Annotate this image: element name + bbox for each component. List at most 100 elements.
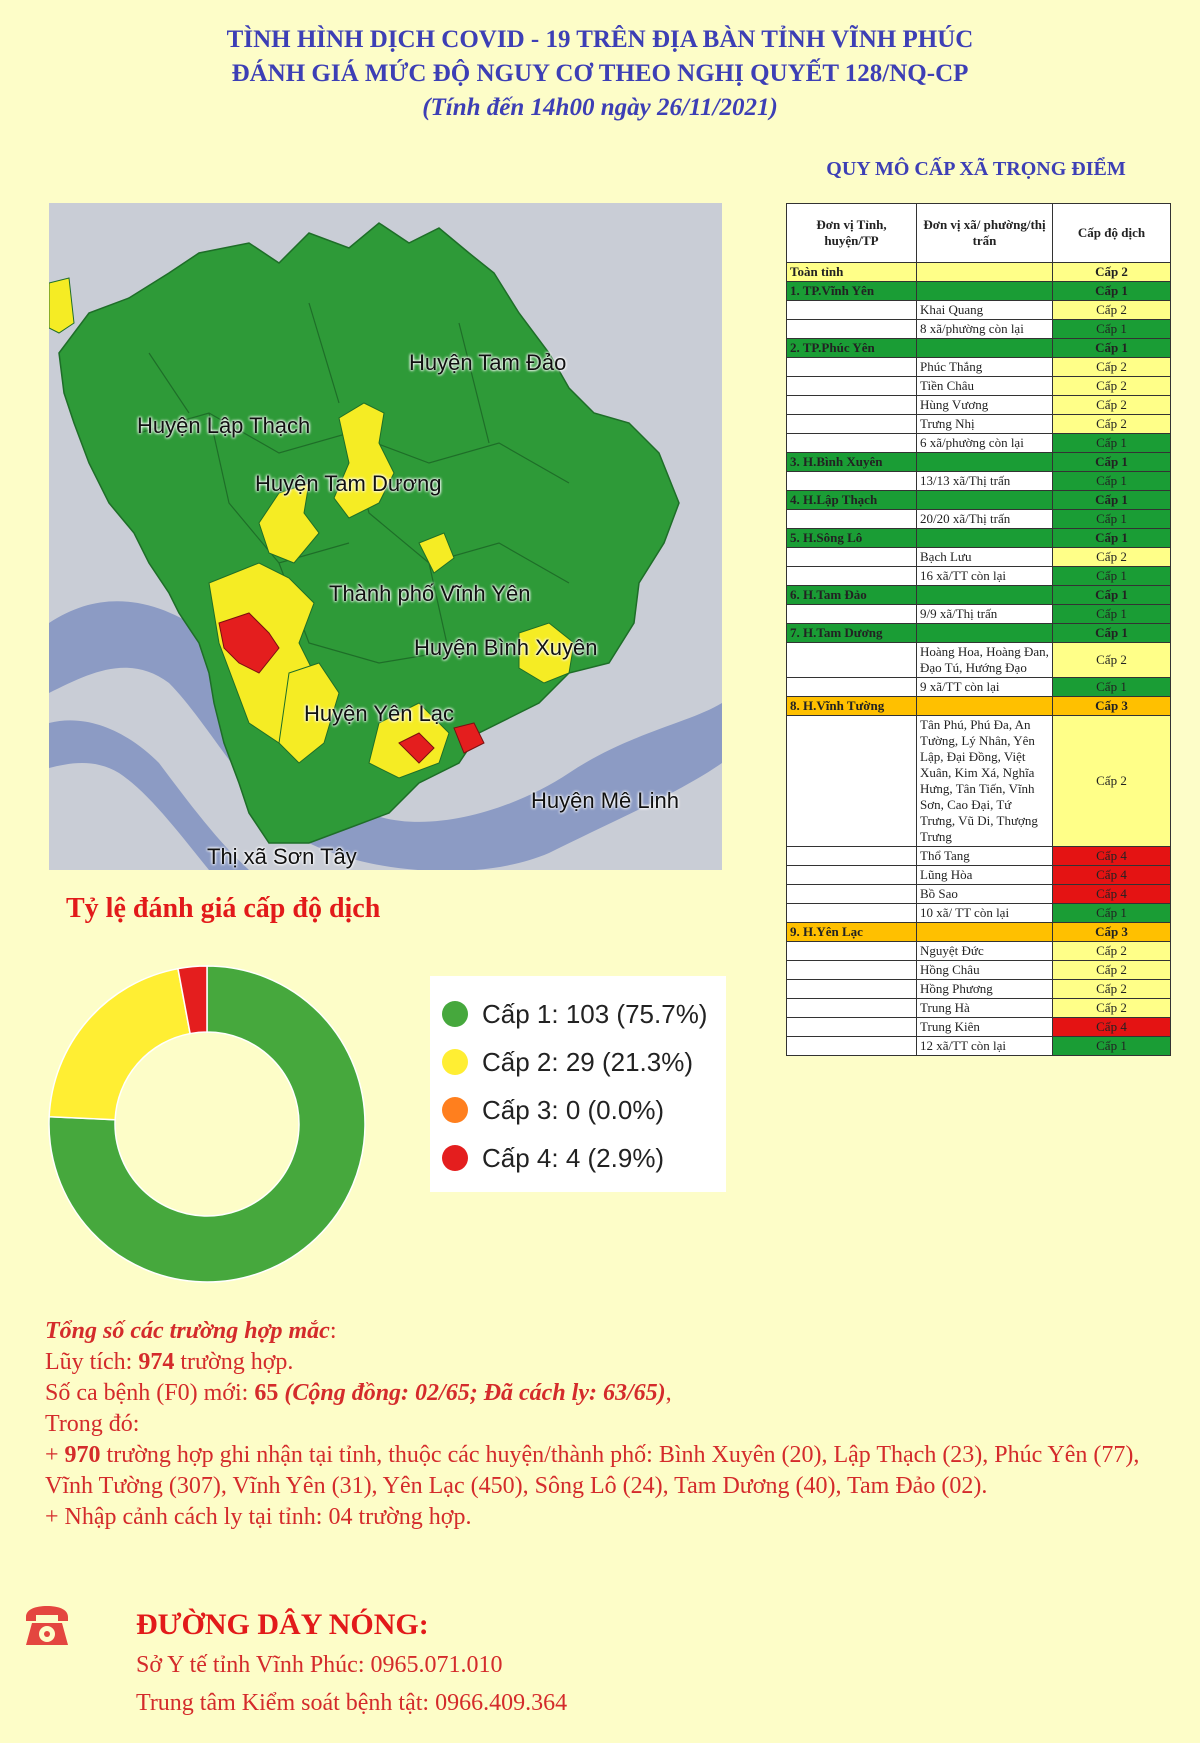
zone-yellow-5 <box>278 662 340 764</box>
zone-red-3 <box>453 722 485 754</box>
cell-unit <box>786 300 917 320</box>
zone-yellow-8 <box>418 532 455 574</box>
cell-sub: 16 xã/TT còn lại <box>916 566 1053 586</box>
new-end: , <box>665 1380 672 1406</box>
cell-level: Cấp 1 <box>1052 623 1171 643</box>
cell-level: Cấp 1 <box>1052 903 1171 923</box>
map-label-lap-thach: Huyện Lập Thạch <box>137 413 311 438</box>
cell-unit: 5. H.Sông Lô <box>786 528 917 548</box>
header-subtitle: ĐÁNH GIÁ MỨC ĐỘ NGUY CƠ THEO NGHỊ QUYẾT … <box>231 60 969 87</box>
table-row-district: 6. H.Tam Đảo Cấp 1 <box>786 585 1171 605</box>
cell-unit <box>786 960 917 980</box>
legend-item-3: Cấp 3: 0 (0.0%) <box>442 1090 664 1130</box>
cell-level: Cấp 2 <box>1052 376 1171 396</box>
hotline-cdc: Trung tâm Kiểm soát bệnh tật: 0966.409.3… <box>136 1690 568 1716</box>
header-level: Cấp độ dịch <box>1052 203 1171 263</box>
cell-level: Cấp 1 <box>1052 281 1171 301</box>
cell-level: Cấp 2 <box>1052 547 1171 567</box>
legend-dot-icon <box>442 1145 468 1171</box>
table-row: 16 xã/TT còn lại Cấp 1 <box>786 566 1171 586</box>
cell-sub <box>916 490 1053 510</box>
cell-sub: 10 xã/ TT còn lại <box>916 903 1053 923</box>
header-date: (Tính đến 14h00 ngày 26/11/2021) <box>422 94 778 121</box>
province-green <box>58 222 680 844</box>
cell-sub: Thổ Tang <box>916 846 1053 866</box>
zone-yellow-2 <box>333 402 395 519</box>
chart-legend: Cấp 1: 103 (75.7%) Cấp 2: 29 (21.3%) Cấp 3… <box>430 976 726 1192</box>
chart-title: Tỷ lệ đánh giá cấp độ dịch <box>66 893 381 924</box>
table-body: Toàn tỉnh Cấp 2 1. TP.Vĩnh Yên Cấp 1 Khai Qu… <box>786 262 1171 1056</box>
local-prefix: + <box>45 1442 65 1468</box>
table-row: Hồng Châu Cấp 2 <box>786 960 1171 980</box>
cell-level: Cấp 2 <box>1052 300 1171 320</box>
table-row: Khai Quang Cấp 2 <box>786 300 1171 320</box>
map-label-binh-xuyen: Huyện Bình Xuyên <box>414 635 598 660</box>
cell-sub: Trung Kiên <box>916 1017 1053 1037</box>
table-row: Hoàng Hoa, Hoàng Đan, Đạo Tú, Hướng Đạo C… <box>786 642 1171 678</box>
cell-unit <box>786 566 917 586</box>
cell-level: Cấp 1 <box>1052 471 1171 491</box>
case-summary: Tổng số các trường hợp mắc: Lũy tích: 97… <box>45 1316 1175 1533</box>
table-row: 9/9 xã/Thị trấn Cấp 1 <box>786 604 1171 624</box>
cumulative-suffix: trường hợp. <box>174 1349 294 1375</box>
cell-sub: 9 xã/TT còn lại <box>916 677 1053 697</box>
cell-level: Cấp 2 <box>1052 998 1171 1018</box>
cell-unit <box>786 1036 917 1056</box>
legend-label: Cấp 1: 103 (75.7%) <box>482 998 708 1029</box>
summary-local: + 970 trường hợp ghi nhận tại tỉnh, thuộ… <box>45 1440 1175 1502</box>
summary-new: Số ca bệnh (F0) mới: 65 (Cộng đồng: 02/6… <box>45 1378 1175 1409</box>
cell-level: Cấp 2 <box>1052 979 1171 999</box>
header-sub: Đơn vị xã/ phường/thị trấn <box>916 203 1053 263</box>
table-row-district: 5. H.Sông Lô Cấp 1 <box>786 528 1171 548</box>
cell-level: Cấp 1 <box>1052 604 1171 624</box>
table-row: Hùng Vương Cấp 2 <box>786 395 1171 415</box>
cell-sub: Bồ Sao <box>916 884 1053 904</box>
cell-unit <box>786 846 917 866</box>
cell-sub: Trưng Nhị <box>916 414 1053 434</box>
map-label-vinh-yen: Thành phố Vĩnh Yên <box>329 581 531 606</box>
cell-sub <box>916 922 1053 942</box>
cell-unit <box>786 884 917 904</box>
cell-level: Cấp 1 <box>1052 585 1171 605</box>
zone-yellow-1 <box>49 277 75 334</box>
cell-level: Cấp 4 <box>1052 865 1171 885</box>
cell-unit <box>786 715 917 847</box>
table-row-district: 4. H.Lập Thạch Cấp 1 <box>786 490 1171 510</box>
zone-yellow-3 <box>258 482 320 564</box>
donut-slice-1 <box>48 965 366 1283</box>
district-map: Huyện Tam Đảo Huyện Lập Thạch Huyện Tam … <box>49 203 722 870</box>
cell-unit <box>786 433 917 453</box>
new-prefix: Số ca bệnh (F0) mới: <box>45 1380 255 1406</box>
table-row: 12 xã/TT còn lại Cấp 1 <box>786 1036 1171 1056</box>
cell-unit <box>786 395 917 415</box>
cell-unit: 7. H.Tam Dương <box>786 623 917 643</box>
cell-level: Cấp 4 <box>1052 1017 1171 1037</box>
cell-sub <box>916 585 1053 605</box>
map-label-tam-duong: Huyện Tam Dương <box>255 471 442 496</box>
cell-sub: Lũng Hòa <box>916 865 1053 885</box>
header-title: TÌNH HÌNH DỊCH COVID - 19 TRÊN ĐỊA BÀN T… <box>226 26 974 53</box>
cell-level: Cấp 2 <box>1052 941 1171 961</box>
donut-slice-4 <box>177 965 208 1035</box>
cell-unit <box>786 941 917 961</box>
cell-level: Cấp 1 <box>1052 433 1171 453</box>
table-row: 10 xã/ TT còn lại Cấp 1 <box>786 903 1171 923</box>
cell-sub: 8 xã/phường còn lại <box>916 319 1053 339</box>
cell-sub: Hồng Châu <box>916 960 1053 980</box>
level-table: Đơn vị Tỉnh, huyện/TP Đơn vị xã/ phường/… <box>786 203 1171 1056</box>
cell-level: Cấp 2 <box>1052 642 1171 678</box>
zone-yellow-7 <box>518 622 575 684</box>
cell-sub <box>916 281 1053 301</box>
cell-sub <box>916 528 1053 548</box>
table-row: 13/13 xã/Thị trấn Cấp 1 <box>786 471 1171 491</box>
cell-level: Cấp 2 <box>1052 262 1171 282</box>
cell-unit <box>786 547 917 567</box>
table-row: Trung Hà Cấp 2 <box>786 998 1171 1018</box>
cell-unit <box>786 414 917 434</box>
summary-cumulative: Lũy tích: 974 trường hợp. <box>45 1347 1175 1378</box>
zone-red-1 <box>218 612 280 674</box>
cell-sub: Hùng Vương <box>916 395 1053 415</box>
zone-red-2 <box>398 732 435 764</box>
cell-unit <box>786 604 917 624</box>
cell-unit: 2. TP.Phúc Yên <box>786 338 917 358</box>
